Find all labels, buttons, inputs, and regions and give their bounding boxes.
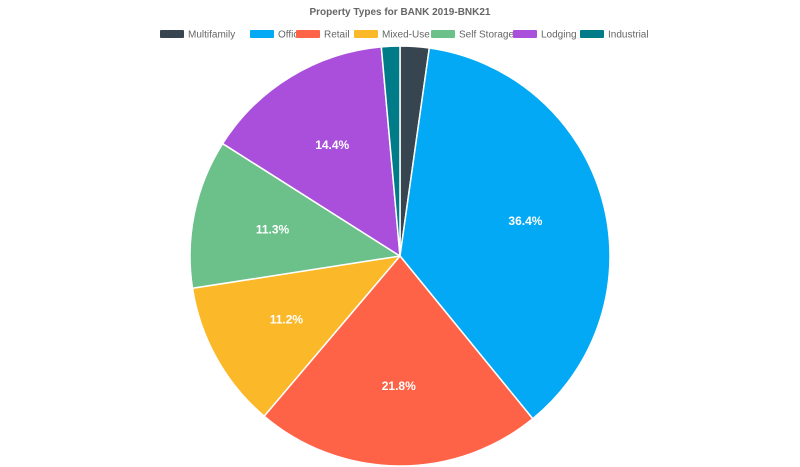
legend-item-industrial[interactable]: Industrial [580,30,649,41]
legend-swatch [580,30,604,38]
legend-swatch [250,30,274,38]
legend-label: Lodging [541,30,577,41]
legend-label: Multifamily [188,30,235,41]
legend-item-retail[interactable]: Retail [296,30,350,41]
slice-label-mixed-use: 11.2% [270,313,304,327]
legend-label: Industrial [608,30,649,41]
legend-label: Self Storage [459,30,514,41]
legend-label: Mixed-Use [382,30,430,41]
pie-slice-mixed-use[interactable] [191,255,401,417]
chart-title: Property Types for BANK 2019-BNK21 [310,7,491,18]
pie-slice-lodging[interactable] [221,46,401,257]
legend-item-self-storage[interactable]: Self Storage [431,30,514,41]
pie-slice-retail[interactable] [263,255,534,467]
legend-swatch [296,30,320,38]
slice-label-retail: 21.8% [382,379,416,393]
legend-swatch [513,30,537,38]
legend: Multifamily Office Retail Mixed-Use Self Sto… [160,30,649,41]
legend-label: Retail [324,30,350,41]
pie-slices [189,45,611,467]
legend-item-office[interactable]: Office [250,30,304,41]
legend-swatch [160,30,184,38]
legend-label: Office [278,30,304,41]
slice-label-self-storage: 11.3% [256,222,290,236]
pie-slice-office[interactable] [399,47,611,420]
pie-slice-self-storage[interactable] [189,142,401,290]
legend-item-mixed-use[interactable]: Mixed-Use [354,30,430,41]
pie-slice-industrial[interactable] [380,45,401,257]
legend-item-multifamily[interactable]: Multifamily [160,30,235,41]
slice-label-office: 36.4% [508,214,542,228]
legend-item-lodging[interactable]: Lodging [513,30,577,41]
legend-swatch [431,30,455,38]
legend-swatch [354,30,378,38]
slice-labels: 36.4% 21.8% 11.2% 11.3% 14.4% [256,138,543,393]
slice-label-lodging: 14.4% [315,138,349,152]
